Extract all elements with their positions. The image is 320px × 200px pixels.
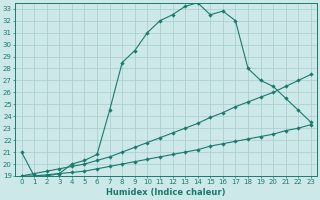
X-axis label: Humidex (Indice chaleur): Humidex (Indice chaleur) [107, 188, 226, 197]
